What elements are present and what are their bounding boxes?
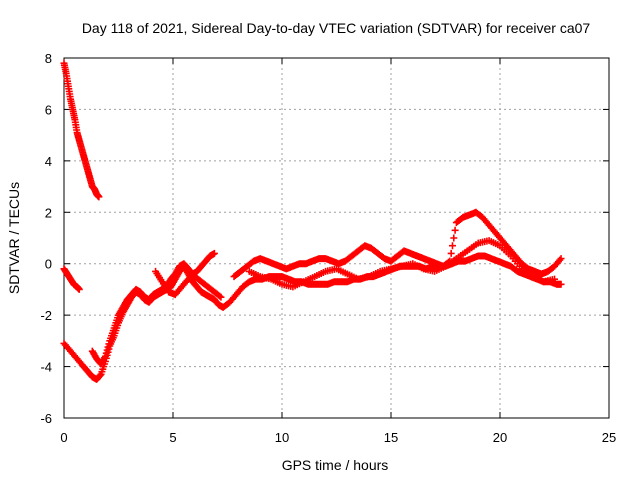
y-axis-label: SDTVAR / TECUs [6, 182, 22, 294]
data-point [450, 234, 458, 242]
x-tick-label: 25 [602, 430, 616, 445]
y-tick-label: -6 [40, 411, 52, 426]
y-tick-label: -4 [40, 360, 52, 375]
data-point [447, 249, 455, 257]
data-point [451, 226, 459, 234]
x-axis-label: GPS time / hours [282, 457, 389, 473]
series-segment-d [88, 249, 218, 368]
data-points [60, 59, 565, 383]
data-point [217, 293, 225, 301]
data-point [96, 371, 104, 379]
y-tick-label: 4 [45, 154, 52, 169]
x-axis-ticks: 0 5 10 15 20 25 [60, 58, 616, 445]
y-tick-label: 0 [45, 257, 52, 272]
x-tick-label: 0 [60, 430, 67, 445]
data-point [448, 242, 456, 250]
y-tick-label: 6 [45, 102, 52, 117]
data-point [557, 255, 565, 263]
y-tick-label: 8 [45, 51, 52, 66]
data-point [216, 292, 224, 300]
plot-frame [63, 57, 610, 419]
y-axis-ticks: -6 -4 -2 0 2 4 6 8 [40, 51, 609, 426]
data-point [75, 285, 83, 293]
data-point [95, 193, 103, 201]
series-segment-e [152, 267, 225, 301]
data-point [557, 280, 565, 288]
y-tick-label: 2 [45, 205, 52, 220]
series-segment-g [245, 237, 558, 291]
data-point [210, 249, 218, 257]
y-tick-label: -2 [40, 308, 52, 323]
series-segment-f [230, 208, 565, 281]
chart-title: Day 118 of 2021, Sidereal Day-to-day VTE… [82, 20, 591, 36]
data-point [551, 275, 558, 283]
x-tick-label: 15 [384, 430, 398, 445]
x-tick-label: 10 [275, 430, 289, 445]
x-tick-label: 20 [493, 430, 507, 445]
axes [63, 57, 610, 419]
series-segment-b [60, 265, 83, 293]
x-tick-label: 5 [169, 430, 176, 445]
grid [64, 58, 609, 418]
series-segment-a [60, 59, 103, 201]
